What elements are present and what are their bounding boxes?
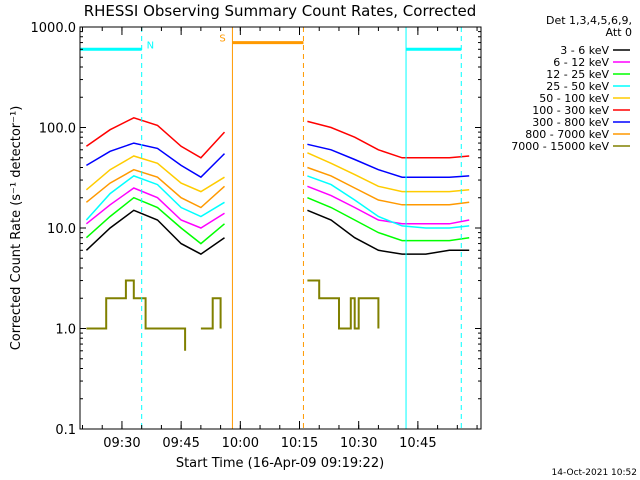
series-line bbox=[85, 209, 225, 255]
plot-area: NS bbox=[79, 27, 470, 429]
series-line bbox=[86, 279, 187, 351]
legend-entry-label: 3 - 6 keV bbox=[560, 44, 609, 57]
y-tick-label: 10.0 bbox=[47, 222, 76, 237]
series-line bbox=[307, 279, 380, 330]
x-tick-label: 10:45 bbox=[399, 436, 436, 451]
legend-entry-label: 300 - 800 keV bbox=[532, 116, 609, 129]
x-tick-label: 09:45 bbox=[162, 436, 199, 451]
flag-bar-label: N bbox=[147, 40, 154, 51]
series-line bbox=[85, 187, 225, 229]
legend-entry-label: 12 - 25 keV bbox=[546, 68, 609, 81]
series-line bbox=[200, 297, 222, 330]
series-line bbox=[307, 209, 470, 255]
y-tick-label: 100.0 bbox=[39, 122, 76, 137]
x-axis-label: Start Time (16-Apr-09 09:19:22) bbox=[176, 456, 384, 471]
series-line bbox=[85, 155, 225, 193]
series-line bbox=[86, 142, 226, 179]
legend-entry-label: 50 - 100 keV bbox=[539, 92, 609, 105]
timestamp: 14-Oct-2021 10:52 bbox=[552, 468, 637, 478]
series-line bbox=[85, 168, 226, 209]
series-line bbox=[85, 116, 226, 159]
legend-entry-label: 25 - 50 keV bbox=[546, 80, 609, 93]
x-ticks: 09:30 09:45 10:00 10:15 10:30 10:45 bbox=[81, 27, 478, 451]
legend-header: Det 1,3,4,5,6,9, bbox=[546, 14, 632, 27]
series-line bbox=[307, 120, 470, 159]
series-line bbox=[85, 196, 225, 245]
legend-entry-label: 100 - 300 keV bbox=[532, 104, 609, 117]
x-tick-label: 10:15 bbox=[281, 436, 318, 451]
series-line bbox=[307, 143, 470, 178]
flag-bar-label: S bbox=[219, 34, 225, 45]
chart-title: RHESSI Observing Summary Count Rates, Co… bbox=[84, 2, 477, 20]
legend-header: Att 0 bbox=[606, 26, 632, 39]
y-tick-label: 1000.0 bbox=[31, 21, 77, 36]
series-line bbox=[307, 175, 470, 229]
y-ticks: 0.1 1.0 10.0 100.0 1000.0 bbox=[31, 21, 481, 438]
y-tick-label: 0.1 bbox=[55, 423, 76, 438]
x-tick-label: 10:00 bbox=[222, 436, 259, 451]
x-tick-label: 10:30 bbox=[340, 436, 377, 451]
legend-entry-label: 6 - 12 keV bbox=[553, 56, 609, 69]
series-line bbox=[307, 152, 470, 193]
y-axis-label: Corrected Count Rate (s⁻¹ detector⁻¹) bbox=[9, 106, 24, 351]
x-tick-label: 09:30 bbox=[103, 436, 140, 451]
series-line bbox=[307, 166, 470, 206]
legend-entry-label: 800 - 7000 keV bbox=[525, 128, 609, 141]
y-tick-label: 1.0 bbox=[55, 323, 76, 338]
series-line bbox=[307, 197, 470, 242]
legend-entry-label: 7000 - 15000 keV bbox=[511, 140, 609, 153]
series-line bbox=[85, 175, 225, 221]
